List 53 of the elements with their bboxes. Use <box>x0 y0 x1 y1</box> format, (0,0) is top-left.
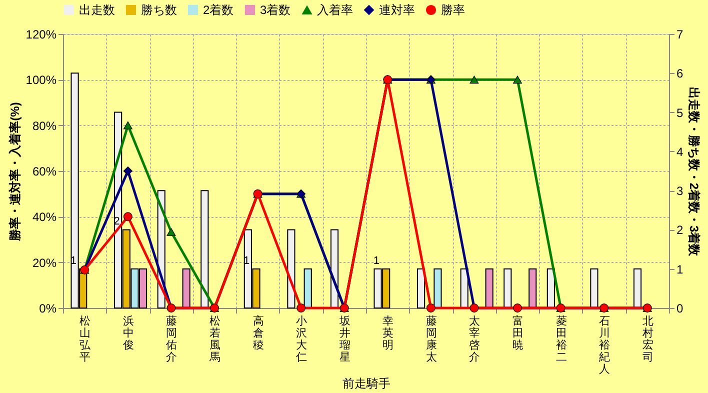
legend-label: 連対率 <box>379 3 415 17</box>
x-tick-label: 菱田裕二 <box>556 314 567 364</box>
point <box>123 121 132 130</box>
y-tick-label: 40% <box>32 210 57 224</box>
y-tick-label: 100% <box>26 73 57 88</box>
point <box>166 228 176 236</box>
point <box>470 76 479 84</box>
x-tick-label: 浜中俊 <box>122 314 134 352</box>
x-tick-label: 石川裕紀人 <box>599 316 610 376</box>
y2-tick-label: 5 <box>676 106 684 120</box>
y2-tick-label: 6 <box>676 66 684 81</box>
point <box>123 166 132 176</box>
point <box>123 212 132 222</box>
point <box>296 304 306 312</box>
bar <box>528 268 537 308</box>
legend-label: 勝率 <box>441 3 465 17</box>
y2-axis-title: 出走数・勝ち数・2着数・3着数 <box>687 86 702 258</box>
y-axis-title: 勝率・連対率・入着率(%) <box>8 102 22 242</box>
legend-label: 3着数 <box>260 3 291 17</box>
x-tick-label: 高倉稜 <box>252 314 264 352</box>
y2-tick-label: 1 <box>676 262 684 276</box>
point <box>513 76 522 84</box>
legend-label: 勝ち数 <box>141 3 177 17</box>
y2-tick-label: 7 <box>676 28 684 42</box>
legend-label: 入着率 <box>317 3 353 17</box>
x-tick-label: 松山弘平 <box>80 316 92 364</box>
bar <box>590 268 598 308</box>
x-axis-title: 前走騎手 <box>342 376 390 390</box>
data-label: 1 <box>70 254 77 267</box>
y2-tick-label: 2 <box>676 223 684 238</box>
y-tick-label: 20% <box>32 256 57 270</box>
point <box>426 304 436 312</box>
y2-tick-label: 3 <box>676 184 684 198</box>
y2-tick-label: 0 <box>676 302 684 316</box>
x-tick-label: 太宰啓介 <box>469 314 480 364</box>
x-tick-label: 小沢大仁 <box>296 314 308 364</box>
x-tick-label: 富田暁 <box>512 314 524 352</box>
y-tick-label: 120% <box>26 28 57 42</box>
x-tick-label: 松若風馬 <box>208 316 220 364</box>
y2-tick-label: 4 <box>676 144 684 159</box>
bar <box>485 268 494 308</box>
y-tick-label: 0% <box>39 302 57 316</box>
x-tick-label: 藤岡佑介 <box>166 314 178 364</box>
bar <box>182 268 190 308</box>
legend-label: 出走数 <box>79 3 115 17</box>
y-tick-label: 60% <box>32 164 57 178</box>
data-label: 1 <box>373 254 380 267</box>
legend-label: 2着数 <box>203 3 234 17</box>
x-tick-label: 幸英明 <box>382 314 394 352</box>
x-tick-label: 藤岡康太 <box>426 314 437 364</box>
y-tick-label: 80% <box>32 118 57 133</box>
x-tick-label: 北村宏司 <box>641 314 654 364</box>
x-tick-label: 坂井瑠星 <box>338 314 350 364</box>
